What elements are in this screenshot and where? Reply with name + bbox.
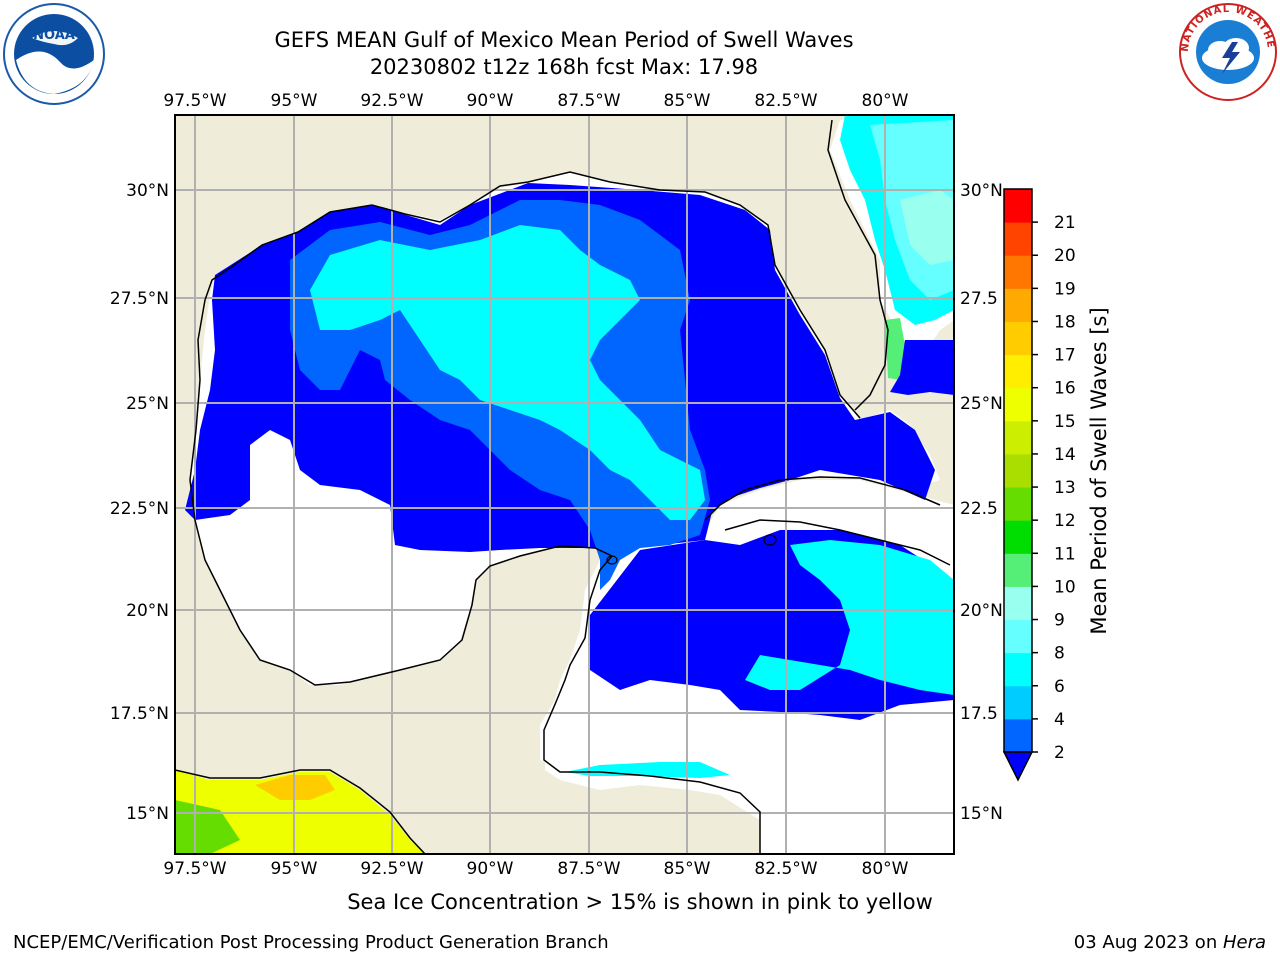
colorbar-tick-label: 14 — [1054, 445, 1076, 465]
colorbar-tick-label: 19 — [1054, 279, 1076, 299]
footer-date: 03 Aug 2023 on Hera — [1074, 932, 1266, 953]
lat-label: 22.5 — [960, 499, 998, 519]
contour-honduras-strip — [565, 762, 730, 778]
lat-label: 20°N — [960, 601, 1003, 621]
lat-label: 25°N — [960, 394, 1003, 414]
island-marker — [763, 534, 777, 546]
colorbar-tick-label: 8 — [1054, 644, 1065, 664]
lon-label: 85°W — [664, 91, 711, 111]
lon-label: 80°W — [862, 859, 909, 879]
lon-label: 92.5°W — [360, 859, 423, 879]
map-area — [175, 115, 954, 854]
colorbar-segment — [1004, 387, 1032, 422]
contour-bahamas-10-11s — [885, 318, 905, 380]
lon-label: 95°W — [271, 91, 318, 111]
colorbar-segment — [1004, 453, 1032, 488]
lon-labels-top: 97.5°W 95°W 92.5°W 90°W 87.5°W 85°W 82.5… — [163, 91, 908, 111]
colorbar-tick-label: 20 — [1054, 246, 1076, 266]
lat-label: 20°N — [126, 601, 169, 621]
lon-label: 87.5°W — [557, 859, 620, 879]
colorbar-tick-label: 13 — [1054, 478, 1076, 498]
colorbar-segment — [1004, 586, 1032, 621]
lat-label: 15°N — [960, 804, 1003, 824]
lat-label: 22.5°N — [110, 499, 169, 519]
lon-label: 82.5°W — [754, 859, 817, 879]
colorbar-tick-label: 18 — [1054, 312, 1076, 332]
lon-label: 85°W — [664, 859, 711, 879]
colorbar-tick-label: 17 — [1054, 346, 1076, 366]
lon-label: 82.5°W — [754, 91, 817, 111]
contour-east-florida-2-4s — [890, 340, 954, 395]
colorbar-segment — [1004, 487, 1032, 521]
colorbar-segment — [1004, 222, 1032, 256]
colorbar-segment — [1004, 189, 1032, 223]
lon-label: 97.5°W — [163, 859, 226, 879]
lat-labels-left: 30°N 27.5°N 25°N 22.5°N 20°N 17.5°N 15°N — [110, 181, 169, 824]
lon-label: 97.5°W — [163, 91, 226, 111]
lat-label: 27.5°N — [110, 289, 169, 309]
lat-label: 30°N — [126, 181, 169, 201]
lon-label: 80°W — [862, 91, 909, 111]
lon-labels-bottom: 97.5°W 95°W 92.5°W 90°W 87.5°W 85°W 82.5… — [163, 859, 908, 879]
colorbar-tick-label: 15 — [1054, 412, 1076, 432]
lat-labels-right: 30°N 27.5 25°N 22.5 20°N 17.5 15°N — [960, 181, 1003, 824]
colorbar-segment — [1004, 354, 1032, 389]
nws-logo: NATIONAL WEATHER SERVICE — [1176, 0, 1277, 101]
chart-subtitle: 20230802 t12z 168h fcst Max: 17.98 — [369, 55, 759, 79]
colorbar-segment — [1004, 420, 1032, 455]
chart-title: GEFS MEAN Gulf of Mexico Mean Period of … — [274, 28, 854, 52]
lat-label: 17.5 — [960, 704, 998, 724]
noaa-logo: NOAA — [3, 3, 105, 105]
contour-caribbean-6-8s — [745, 540, 954, 695]
contour-atlantic-9-10s — [900, 190, 954, 265]
colorbar-tick-label: 12 — [1054, 511, 1076, 531]
colorbar-tick-label: 16 — [1054, 379, 1076, 399]
lat-label: 25°N — [126, 394, 169, 414]
footer-host: Hera — [1222, 932, 1266, 953]
footer-date-text: 03 Aug 2023 on — [1073, 932, 1223, 953]
colorbar-segment — [1004, 685, 1032, 720]
lon-label: 90°W — [467, 91, 514, 111]
lat-label: 17.5°N — [110, 704, 169, 724]
colorbar-tick-label: 21 — [1054, 213, 1076, 233]
lon-label: 90°W — [467, 859, 514, 879]
lon-label: 92.5°W — [360, 91, 423, 111]
colorbar-segment — [1004, 255, 1032, 289]
lat-label: 30°N — [960, 181, 1003, 201]
lat-label: 15°N — [126, 804, 169, 824]
colorbar: 2 4 6 8 9 10 11 12 13 14 15 16 17 18 19 20 21 — [1002, 188, 1076, 782]
coastlines — [175, 119, 951, 854]
lon-label: 87.5°W — [557, 91, 620, 111]
colorbar-label: Mean Period of Swell Waves [s] — [1087, 307, 1111, 634]
colorbar-tick-label: 2 — [1054, 743, 1065, 763]
lat-label: 27.5 — [960, 289, 998, 309]
colorbar-segment — [1004, 553, 1032, 587]
gridlines — [175, 115, 954, 854]
colorbar-tick-label: 11 — [1054, 544, 1076, 564]
colorbar-segment — [1004, 321, 1032, 356]
colorbar-segment — [1004, 652, 1032, 687]
sea-ice-note: Sea Ice Concentration > 15% is shown in … — [347, 890, 933, 914]
map-frame — [174, 114, 955, 855]
colorbar-tick-label: 9 — [1054, 611, 1065, 631]
colorbar-segment — [1004, 619, 1032, 654]
island-marker — [606, 555, 618, 565]
colorbar-frame — [1003, 188, 1033, 753]
footer-credit: NCEP/EMC/Verification Post Processing Pr… — [13, 932, 609, 953]
colorbar-tick-label: 10 — [1054, 577, 1076, 597]
noaa-logo-text: NOAA — [33, 28, 75, 43]
colorbar-segment — [1004, 718, 1032, 753]
lon-label: 95°W — [271, 859, 318, 879]
colorbar-extend-arrow — [1002, 751, 1034, 782]
colorbar-segment — [1004, 520, 1032, 554]
colorbar-tick-label: 6 — [1054, 677, 1065, 697]
colorbar-tick-label: 4 — [1054, 710, 1065, 730]
colorbar-segment — [1004, 288, 1032, 322]
